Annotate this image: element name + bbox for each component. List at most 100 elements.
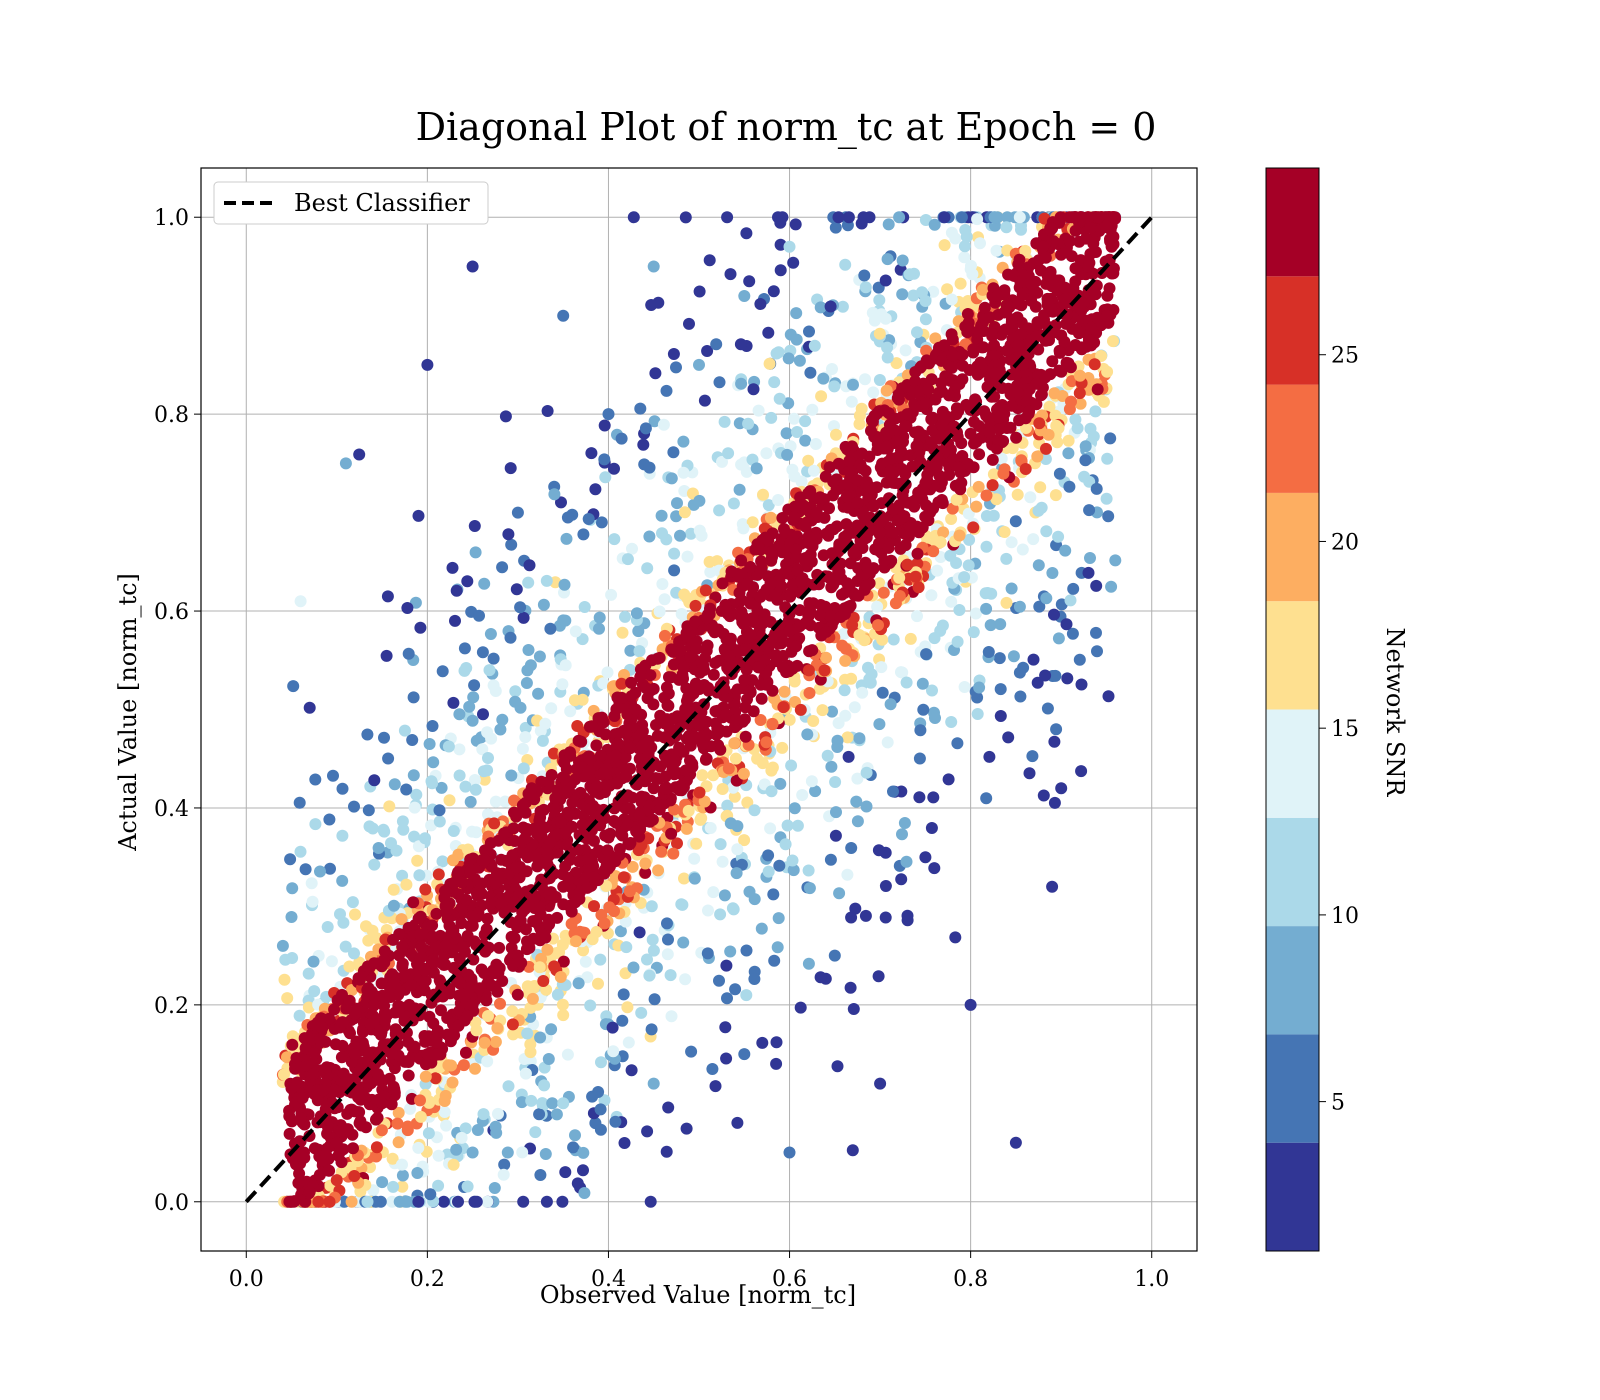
scatter-point	[645, 900, 658, 913]
scatter-point	[1032, 559, 1045, 572]
y-tick-label: 1.0	[154, 206, 189, 231]
scatter-point	[607, 1045, 620, 1058]
data-point	[919, 851, 932, 864]
scatter-point	[286, 882, 299, 895]
scatter-point	[329, 1038, 342, 1051]
scatter-point	[427, 756, 440, 769]
scatter-point	[412, 1141, 425, 1154]
scatter-point	[475, 877, 488, 890]
scatter-point	[668, 803, 681, 816]
scatter-point	[754, 714, 767, 726]
scatter-point	[899, 344, 912, 357]
scatter-point	[656, 578, 669, 590]
scatter-point	[952, 405, 965, 417]
scatter-point	[643, 969, 656, 982]
scatter-point	[695, 812, 708, 825]
scatter-point	[842, 750, 855, 763]
scatter-point	[890, 434, 903, 447]
scatter-point	[549, 792, 562, 805]
scatter-point	[1032, 504, 1045, 517]
scatter-point	[321, 1119, 334, 1132]
scatter-point	[840, 518, 853, 531]
scatter-point	[1020, 422, 1032, 434]
scatter-point	[1053, 346, 1066, 359]
scatter-point	[1109, 211, 1121, 224]
scatter-point	[292, 1177, 305, 1189]
scatter-point	[714, 838, 727, 851]
scatter-point	[459, 1122, 472, 1135]
scatter-point	[639, 866, 652, 879]
scatter-point	[762, 865, 775, 878]
scatter-point	[841, 731, 854, 744]
scatter-point	[703, 555, 716, 568]
scatter-point	[294, 1112, 307, 1125]
scatter-point	[764, 822, 777, 835]
scatter-point	[390, 844, 403, 857]
scatter-point	[1019, 463, 1032, 475]
scatter-point	[990, 493, 1003, 506]
scatter-point	[724, 817, 737, 830]
scatter-point	[856, 686, 869, 699]
scatter-point	[597, 716, 610, 729]
scatter-point	[823, 461, 836, 474]
scatter-point	[537, 975, 550, 987]
scatter-point	[585, 720, 598, 733]
scatter-point	[873, 577, 886, 590]
scatter-point	[478, 967, 491, 979]
scatter-point	[286, 1030, 299, 1043]
scatter-point	[539, 931, 552, 944]
data-point	[493, 870, 506, 883]
scatter-point	[460, 1046, 472, 1059]
scatter-point	[640, 682, 653, 695]
scatter-point	[986, 330, 999, 342]
scatter-point	[361, 1195, 374, 1208]
scatter-point	[724, 268, 737, 281]
scatter-point	[766, 717, 779, 730]
scatter-point	[317, 1084, 330, 1097]
scatter-point	[998, 526, 1011, 538]
scatter-point	[836, 300, 849, 313]
scatter-point	[818, 493, 831, 506]
scatter-point	[447, 1158, 460, 1171]
scatter-point	[466, 714, 479, 727]
scatter-point	[748, 973, 761, 985]
scatter-point	[341, 1123, 354, 1136]
scatter-point	[287, 680, 300, 693]
scatter-point	[788, 511, 801, 524]
scatter-point	[760, 678, 773, 691]
scatter-point	[364, 1018, 377, 1031]
data-point	[783, 240, 796, 253]
scatter-point	[702, 681, 715, 694]
scatter-point	[662, 933, 674, 946]
scatter-point	[419, 883, 432, 896]
scatter-point	[615, 432, 628, 445]
scatter-point	[624, 644, 637, 657]
scatter-point	[829, 776, 842, 788]
scatter-point	[1101, 365, 1114, 378]
scatter-point	[896, 288, 909, 301]
scatter-point	[463, 700, 476, 713]
scatter-point	[1014, 690, 1027, 703]
scatter-point	[955, 211, 968, 224]
scatter-point	[916, 286, 928, 299]
scatter-point	[803, 687, 816, 699]
scatter-point	[845, 842, 858, 854]
data-point	[693, 733, 705, 745]
scatter-point	[558, 578, 571, 591]
data-point	[874, 1077, 887, 1090]
scatter-point	[482, 1010, 494, 1022]
scatter-point	[875, 661, 888, 674]
scatter-point	[312, 1195, 325, 1208]
scatter-point	[608, 905, 620, 918]
scatter-point	[668, 564, 681, 577]
scatter-point	[639, 857, 652, 870]
scatter-point	[388, 1082, 401, 1095]
scatter-point	[641, 953, 653, 966]
scatter-point	[592, 977, 604, 990]
scatter-point	[791, 659, 804, 672]
scatter-point	[735, 554, 748, 567]
scatter-point	[517, 1195, 530, 1208]
scatter-point	[1080, 232, 1093, 245]
scatter-point	[755, 555, 768, 568]
scatter-point	[746, 516, 759, 529]
